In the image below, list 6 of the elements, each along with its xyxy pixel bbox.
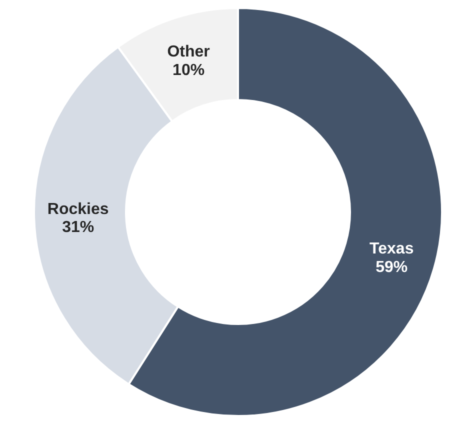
data-label: 31%: [62, 219, 94, 236]
data-label: 59%: [376, 258, 408, 276]
data-label: 10%: [172, 62, 205, 80]
slice-label: Other: [167, 44, 210, 61]
slice-label: Rockies: [47, 200, 109, 218]
slice-label: Texas: [370, 240, 414, 258]
